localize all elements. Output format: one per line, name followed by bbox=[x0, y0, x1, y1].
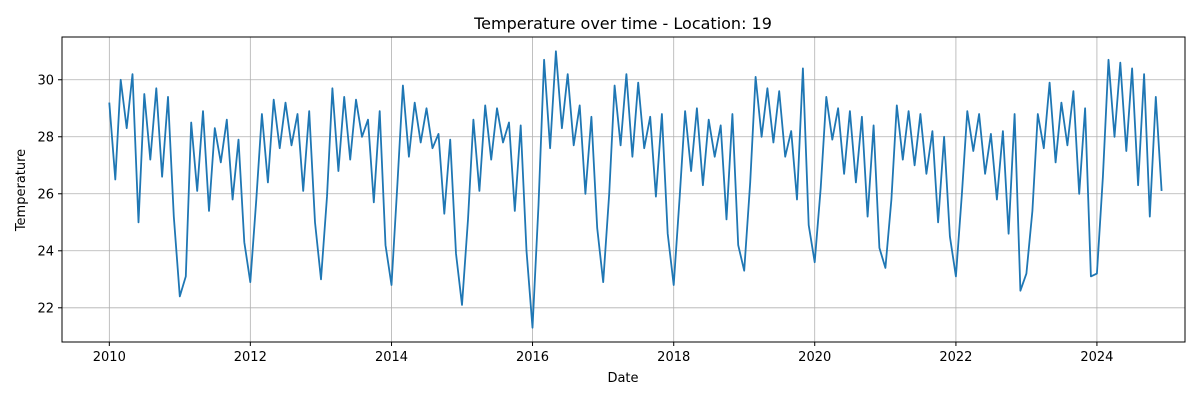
x-tick-label: 2020 bbox=[798, 350, 831, 365]
x-tick-label: 2018 bbox=[657, 350, 690, 365]
x-tick-label: 2014 bbox=[375, 350, 408, 365]
y-tick-label: 28 bbox=[37, 130, 54, 145]
x-tick-label: 2016 bbox=[516, 350, 549, 365]
y-tick-label: 24 bbox=[37, 244, 54, 259]
y-tick-label: 30 bbox=[37, 73, 54, 88]
temperature-series-line bbox=[108, 50, 1163, 329]
x-tick-label: 2010 bbox=[93, 350, 126, 365]
grid bbox=[62, 37, 1185, 342]
x-axis-ticks: 2010 2012 2014 2016 2018 2020 2022 2024 bbox=[93, 342, 1113, 365]
x-axis-label: Date bbox=[607, 371, 638, 386]
plot-frame bbox=[61, 36, 1186, 343]
chart-title: Temperature over time - Location: 19 bbox=[473, 14, 772, 33]
y-tick-label: 26 bbox=[37, 187, 54, 202]
x-tick-label: 2012 bbox=[234, 350, 267, 365]
axes bbox=[61, 36, 1186, 343]
x-tick-label: 2024 bbox=[1080, 350, 1113, 365]
y-axis-label: Temperature bbox=[14, 149, 29, 232]
series-layer bbox=[108, 50, 1163, 329]
y-tick-label: 22 bbox=[37, 301, 54, 316]
y-axis-ticks: 22 24 26 28 30 bbox=[37, 73, 62, 316]
x-tick-label: 2022 bbox=[939, 350, 972, 365]
